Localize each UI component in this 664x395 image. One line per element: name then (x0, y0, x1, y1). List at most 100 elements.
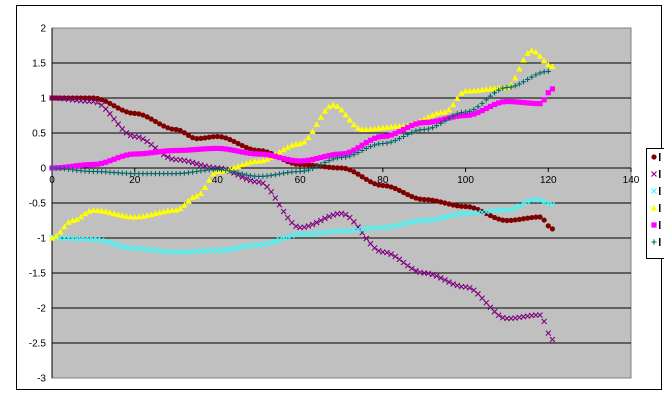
data-point (123, 109, 130, 115)
data-point (528, 47, 535, 53)
data-point (218, 145, 225, 152)
data-point (239, 142, 245, 149)
data-point (301, 138, 308, 145)
data-point (537, 214, 543, 220)
data-point (227, 147, 233, 153)
data-point (194, 168, 200, 175)
data-point (106, 209, 114, 216)
data-point (363, 145, 369, 152)
data-point (376, 182, 382, 188)
data-point (487, 93, 493, 99)
y-tick-label: 0.5 (32, 129, 46, 140)
data-point (140, 136, 146, 142)
data-point (268, 152, 274, 159)
data-point (441, 108, 449, 115)
data-point (98, 207, 105, 214)
data-point (57, 228, 64, 235)
data-point (512, 99, 518, 105)
data-point (90, 206, 97, 213)
data-point (272, 153, 278, 160)
data-point (268, 239, 275, 246)
data-point (276, 201, 283, 208)
data-point (185, 147, 192, 153)
data-point (458, 203, 465, 209)
y-axis-tick-labels: -3 -2.5 -2 -1.5 -1 -0.5 0 0.5 1 1.5 2 (29, 24, 53, 385)
data-point (305, 167, 312, 173)
data-point (94, 95, 101, 102)
data-point (651, 171, 657, 177)
data-point (541, 217, 547, 223)
data-point (437, 275, 444, 281)
data-point (651, 239, 657, 245)
data-point (135, 134, 142, 141)
data-point (338, 106, 345, 113)
data-point (367, 240, 374, 247)
data-point (413, 195, 419, 201)
data-point (210, 170, 217, 177)
data-point (48, 234, 56, 241)
data-point (429, 271, 436, 278)
data-point (127, 213, 134, 220)
y-tick-label: -0.5 (29, 199, 47, 210)
data-point (400, 259, 407, 266)
data-point (144, 138, 151, 145)
data-point (243, 172, 249, 178)
data-point (293, 223, 299, 230)
data-point (417, 196, 423, 202)
legend-label-stub (659, 204, 661, 212)
data-point (115, 155, 121, 161)
data-point (289, 157, 295, 163)
data-point (413, 121, 419, 127)
data-point (243, 176, 250, 182)
data-point (504, 217, 510, 224)
data-point (264, 241, 270, 247)
data-point (330, 101, 337, 108)
data-point (400, 133, 407, 140)
data-point (119, 107, 125, 113)
data-point (52, 232, 60, 239)
data-point (491, 90, 498, 96)
data-point (450, 202, 456, 208)
data-point (301, 168, 307, 174)
data-point (351, 151, 357, 158)
data-point (280, 235, 287, 242)
data-point (305, 134, 312, 141)
data-point (168, 206, 176, 213)
y-tick-label: 1.5 (32, 59, 46, 70)
data-point (172, 206, 180, 213)
data-point (359, 142, 365, 148)
data-point (446, 279, 452, 285)
data-point (223, 167, 229, 173)
y-tick-label: 1 (40, 94, 46, 105)
data-point (499, 314, 506, 321)
data-point (103, 159, 109, 165)
data-point (81, 210, 89, 217)
data-point (400, 189, 407, 196)
data-point (61, 223, 68, 230)
data-point (388, 251, 395, 258)
data-point (94, 99, 101, 106)
data-point (276, 154, 283, 161)
data-point (462, 284, 469, 290)
data-point (284, 214, 291, 221)
data-point (355, 145, 361, 151)
data-point (342, 111, 349, 118)
data-point (396, 222, 403, 228)
data-point (471, 111, 477, 117)
series-1 (49, 95, 556, 232)
data-point (396, 128, 402, 135)
data-point (268, 172, 274, 178)
data-point (384, 249, 390, 256)
data-point (247, 150, 254, 157)
legend (650, 153, 661, 246)
data-point (165, 125, 171, 131)
data-point (98, 237, 105, 244)
data-point (434, 198, 440, 204)
data-point (132, 110, 138, 116)
data-point (152, 118, 158, 125)
data-point (496, 87, 502, 93)
data-point (322, 159, 328, 166)
data-point (65, 219, 72, 225)
y-tick-label: -2.5 (29, 339, 47, 350)
data-point (177, 127, 183, 134)
